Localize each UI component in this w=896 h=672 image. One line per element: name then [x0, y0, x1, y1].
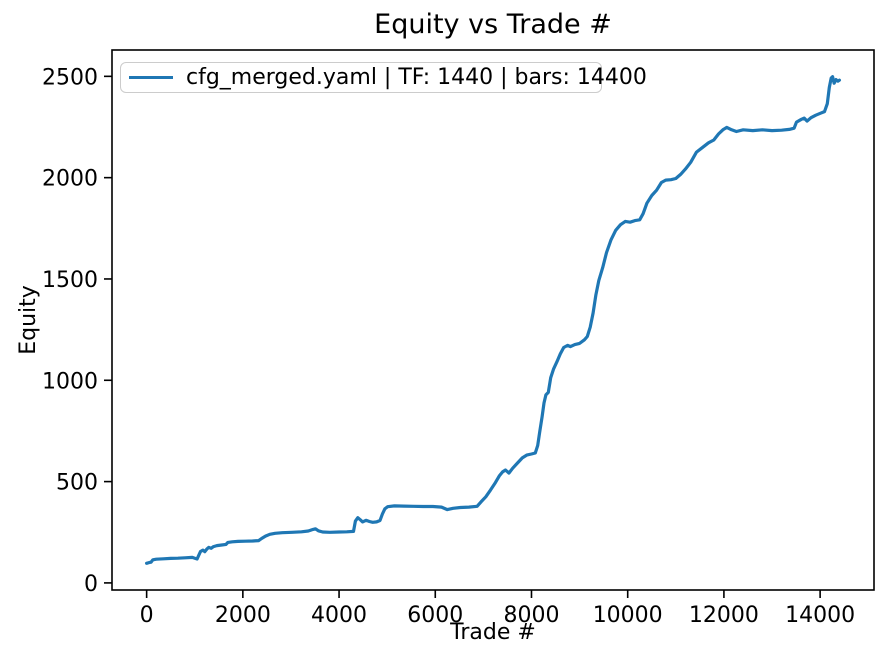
x-tick-label: 10000: [593, 603, 663, 628]
legend-line-swatch: [129, 75, 173, 80]
x-tick-label: 4000: [311, 603, 367, 628]
equity-line: [145, 75, 841, 565]
y-tick-label: 500: [56, 471, 98, 496]
y-tick-label: 0: [84, 572, 98, 597]
x-axis-label: Trade #: [450, 620, 536, 645]
y-tick-label: 2000: [42, 167, 98, 192]
y-tick-label: 1000: [42, 369, 98, 394]
axes-frame: [111, 49, 875, 591]
y-axis-label: Equity: [16, 285, 41, 355]
y-tick-label: 2500: [42, 65, 98, 90]
y-tick-label: 1500: [42, 268, 98, 293]
x-tick-label: 12000: [689, 603, 759, 628]
x-tick-label: 0: [140, 603, 154, 628]
x-tick-label: 8000: [503, 603, 559, 628]
legend: cfg_merged.yaml | TF: 1440 | bars: 14400: [120, 62, 647, 93]
x-tick-label: 14000: [785, 603, 855, 628]
legend-label: cfg_merged.yaml | TF: 1440 | bars: 14400: [186, 64, 647, 90]
x-tick-label: 2000: [215, 603, 271, 628]
x-tick-label: 6000: [407, 603, 463, 628]
chart-title: Equity vs Trade #: [374, 9, 612, 40]
